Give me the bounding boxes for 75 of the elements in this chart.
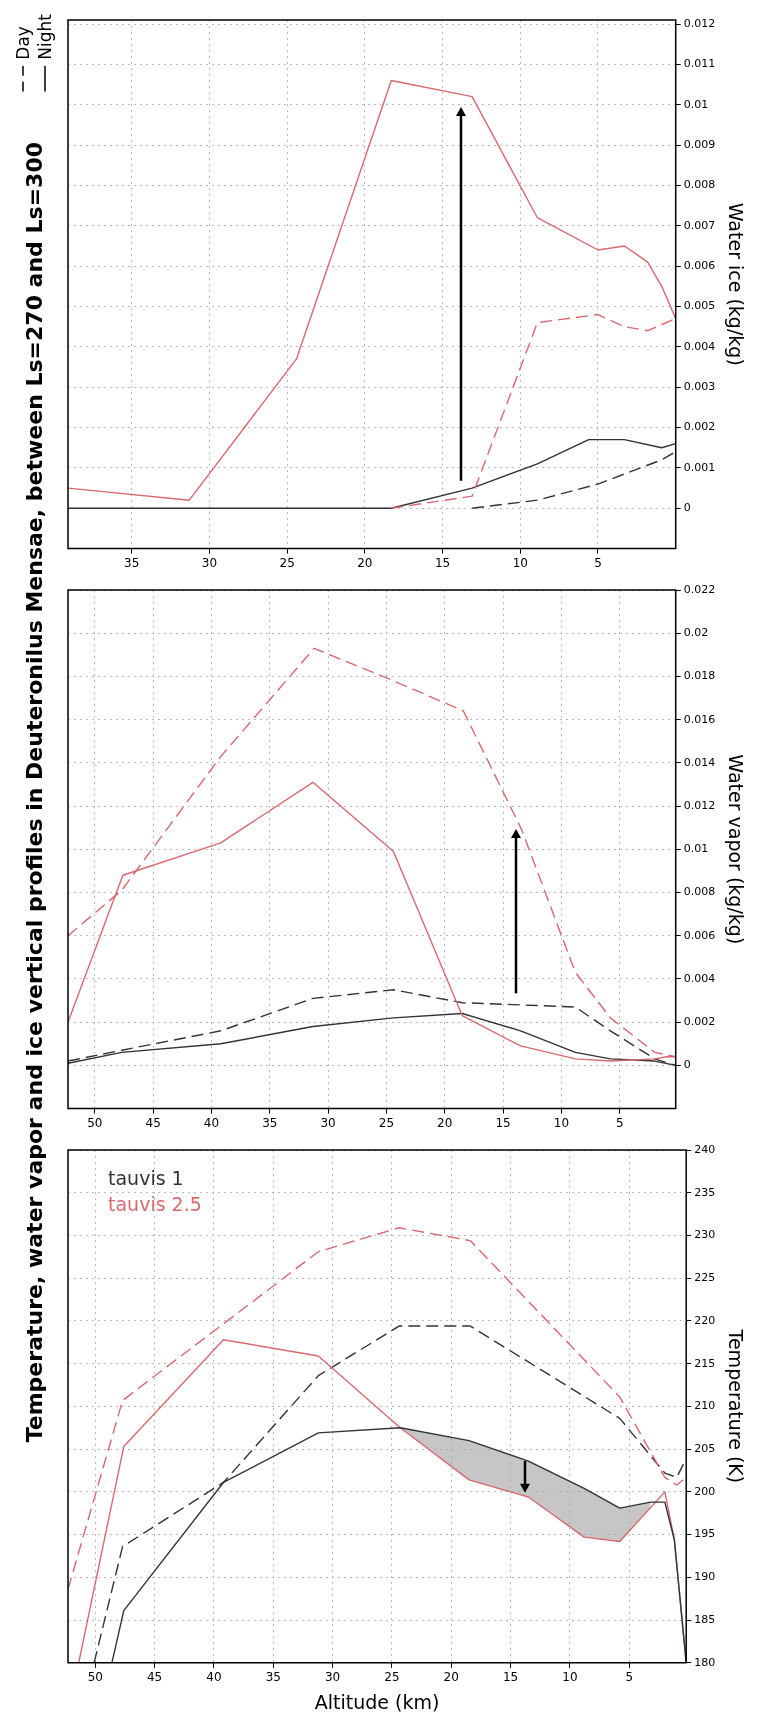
y-tick-label: 0.01 [683, 842, 709, 856]
x-tick-label: 5 [615, 1115, 624, 1130]
y-tick-label: 0.008 [683, 178, 716, 192]
x-tick-label: 10 [553, 1115, 570, 1130]
x-tick-label: 30 [324, 1670, 341, 1685]
y-tick-label: 185 [694, 1612, 716, 1626]
line-series [471, 451, 676, 509]
y-axis-title: Water vapor (kg/kg) [724, 754, 747, 945]
y-tick-label: 0.002 [683, 1015, 716, 1029]
y-tick-label: 195 [694, 1527, 716, 1541]
y-tick-label: 0.009 [683, 137, 716, 151]
x-tick-label: 45 [145, 1115, 161, 1130]
y-tick-label: 180 [694, 1655, 716, 1669]
x-tick-label: 50 [87, 1670, 103, 1685]
y-tick-label: 240 [694, 1142, 716, 1156]
y-tick-label: 215 [694, 1356, 716, 1370]
x-tick-label: 20 [437, 1115, 453, 1130]
x-tick-label: 35 [265, 1670, 281, 1685]
y-tick-label: 0 [683, 1058, 691, 1072]
y-tick-label: 0.004 [683, 339, 716, 353]
x-tick-label: 5 [625, 1670, 634, 1685]
y-tick-label: 190 [694, 1570, 716, 1584]
x-tick-label: 15 [495, 1115, 511, 1130]
text: Day [12, 26, 34, 60]
y-tick-label: 0.006 [683, 928, 716, 942]
y-axis-title: Temperature (K) [724, 1328, 747, 1484]
x-tick-label: 50 [87, 1115, 103, 1130]
x-tick-label: 25 [384, 1670, 400, 1685]
y-tick-label: 225 [694, 1271, 716, 1285]
y-tick-label: 210 [694, 1399, 716, 1413]
y-tick-label: 0.005 [683, 299, 716, 313]
text: tauvis 2.5 [108, 1192, 202, 1215]
y-tick-label: 230 [694, 1228, 716, 1242]
y-tick-label: 0.001 [683, 460, 716, 474]
y-tick-label: 0.016 [683, 712, 716, 726]
x-tick-label: 15 [434, 555, 451, 570]
y-tick-label: 235 [694, 1185, 716, 1199]
x-tick-label: 10 [562, 1670, 578, 1685]
x-tick-label: 10 [512, 555, 528, 570]
x-tick-label: 5 [594, 555, 602, 570]
y-tick-label: 220 [694, 1313, 716, 1327]
text: tauvis 1 [108, 1166, 184, 1189]
y-tick-label: 0.006 [683, 259, 716, 272]
x-axis-title: Altitude (km) [314, 1690, 440, 1713]
y-tick-label: 0.012 [683, 798, 716, 812]
y-tick-label: 0 [683, 501, 691, 515]
y-tick-label: 0.022 [683, 582, 716, 596]
x-tick-label: 45 [146, 1670, 163, 1685]
y-tick-label: 0.011 [683, 57, 716, 71]
x-tick-label: 40 [203, 1115, 220, 1130]
x-tick-label: 35 [124, 555, 140, 570]
y-tick-label: 205 [694, 1441, 716, 1455]
y-tick-label: 0.002 [683, 420, 716, 434]
y-tick-label: 0.007 [683, 218, 716, 232]
y-tick-label: 0.01 [683, 97, 709, 111]
text: Temperature, water vapor and ice vertical profiles in Deuteronilus Mensae, between Ls=270 and Ls=300 [21, 141, 47, 1442]
x-tick-label: 25 [378, 1115, 395, 1130]
x-tick-label: 15 [502, 1670, 519, 1685]
x-tick-label: 40 [206, 1670, 222, 1685]
x-tick-label: 35 [262, 1115, 278, 1130]
y-tick-label: 0.02 [683, 626, 709, 640]
x-tick-label: 25 [279, 555, 295, 570]
y-tick-label: 0.012 [683, 16, 716, 30]
y-tick-label: 0.014 [683, 755, 716, 769]
x-tick-label: 20 [443, 1670, 459, 1685]
y-axis-title: Water ice (kg/kg) [724, 202, 747, 366]
y-tick-label: 0.003 [683, 380, 716, 394]
text: Night [34, 14, 56, 60]
x-tick-label: 20 [357, 555, 373, 570]
y-tick-label: 200 [694, 1484, 716, 1498]
x-tick-label: 30 [320, 1115, 336, 1130]
y-tick-label: 0.008 [683, 885, 716, 899]
y-tick-label: 0.018 [683, 669, 716, 683]
x-tick-label: 30 [201, 555, 218, 570]
y-tick-label: 0.004 [683, 971, 716, 985]
